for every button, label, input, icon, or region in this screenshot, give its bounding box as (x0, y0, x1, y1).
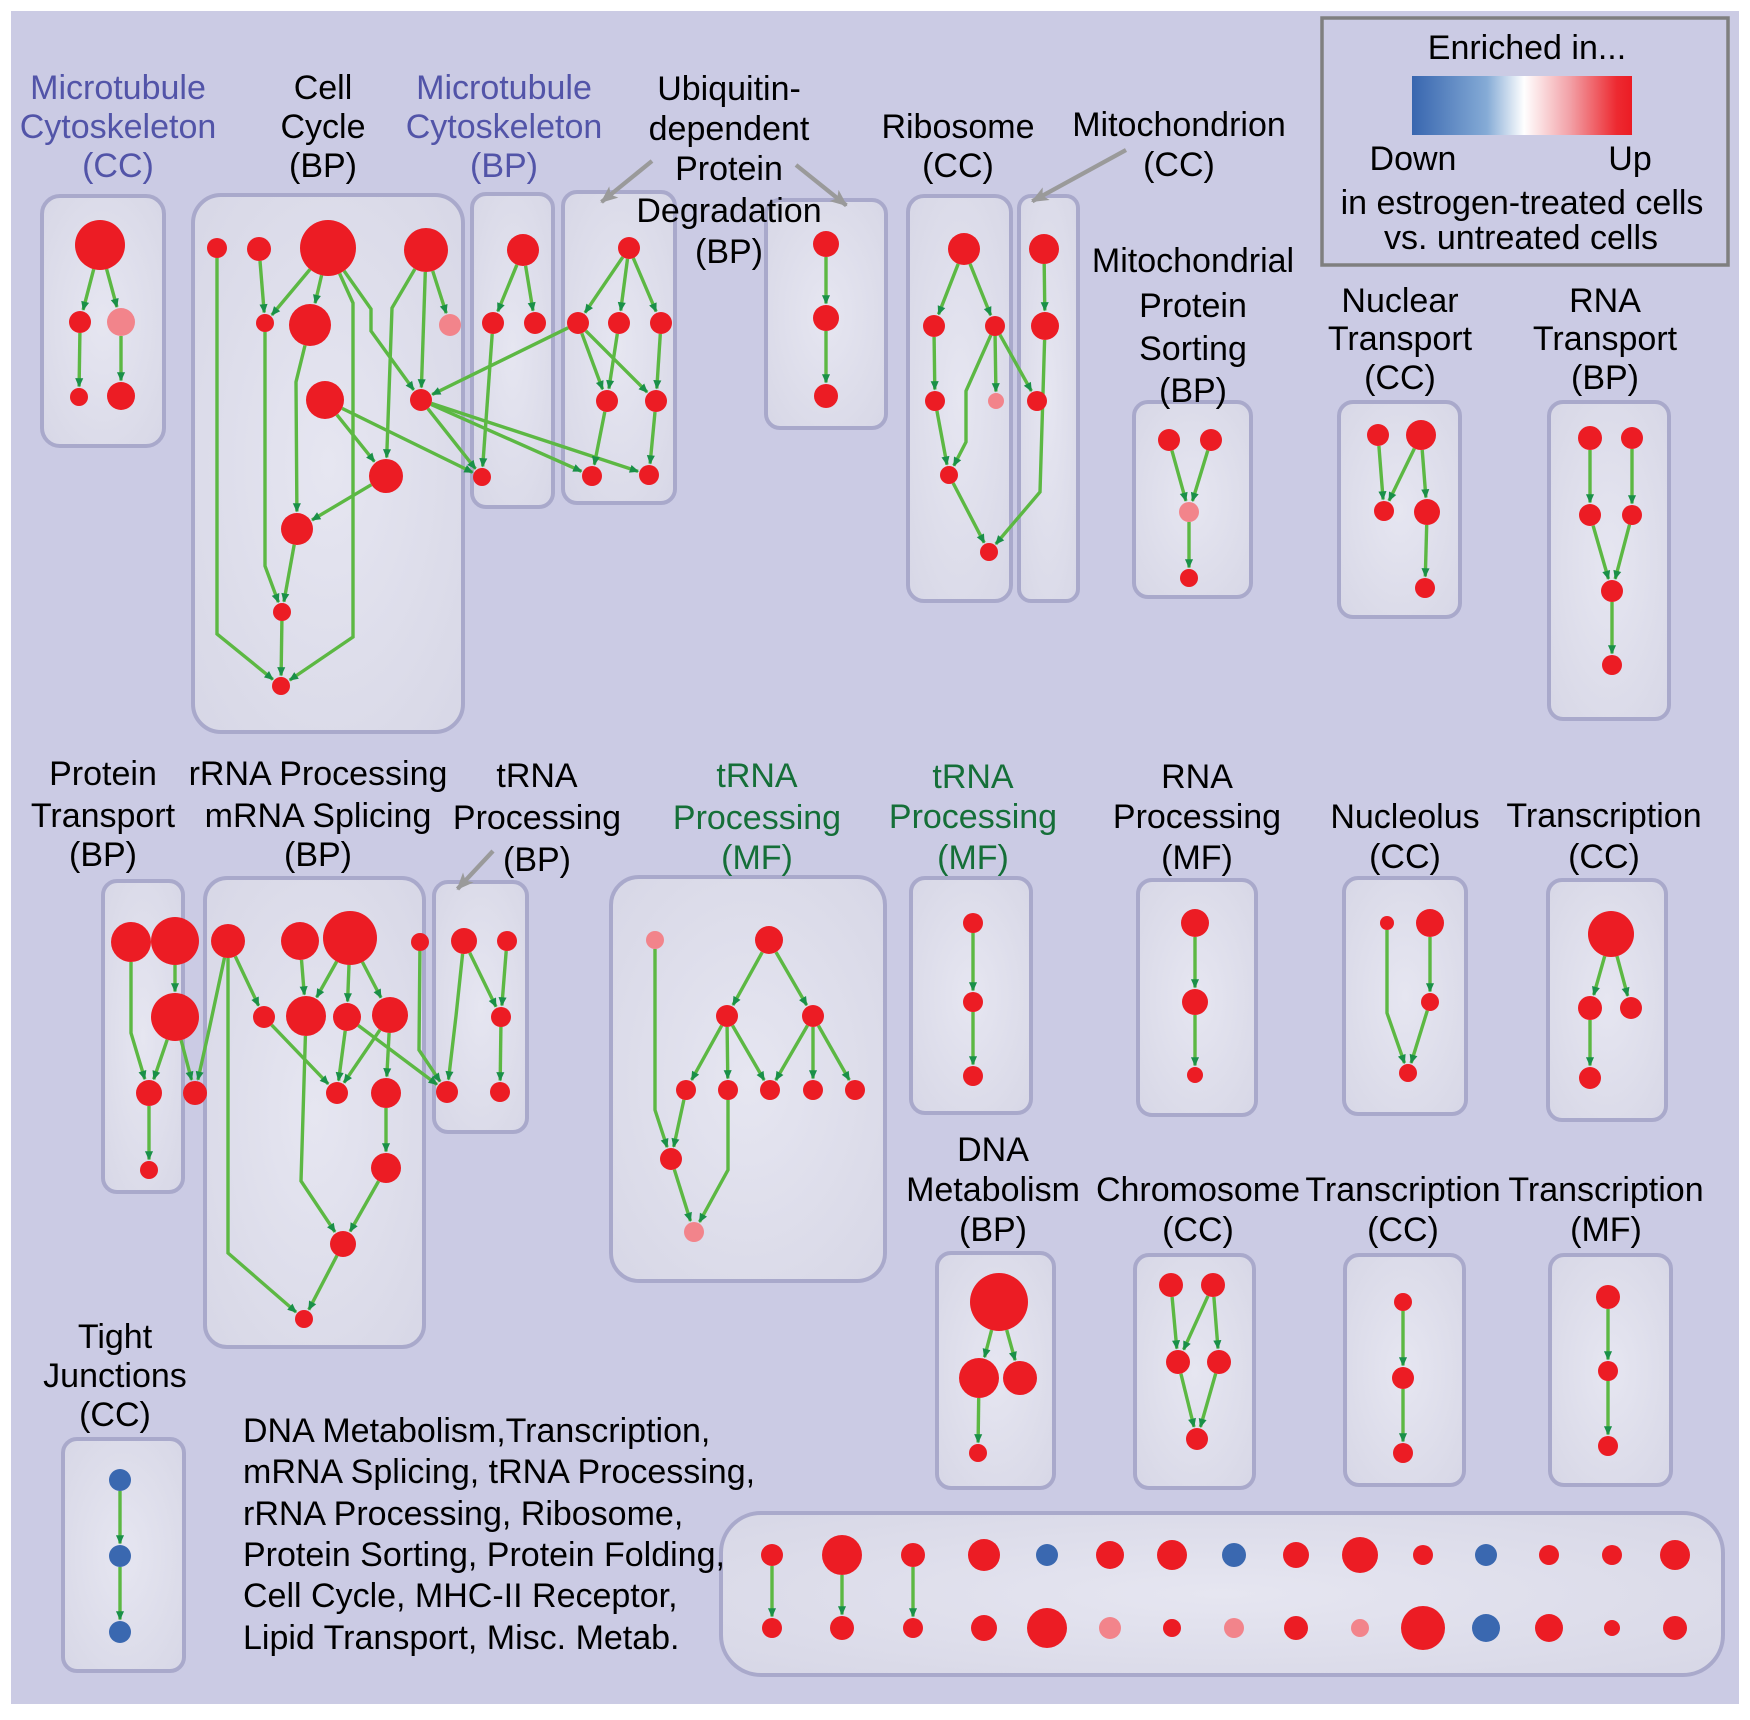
svg-text:Down: Down (1370, 140, 1457, 178)
svg-text:Sorting: Sorting (1139, 330, 1247, 368)
svg-text:Cell: Cell (294, 69, 353, 107)
svg-text:(MF): (MF) (1161, 839, 1233, 877)
svg-text:dependent: dependent (649, 110, 810, 148)
svg-text:tRNA: tRNA (496, 757, 578, 795)
svg-text:(CC): (CC) (82, 147, 154, 185)
svg-text:(BP): (BP) (959, 1211, 1027, 1249)
svg-text:(BP): (BP) (1159, 372, 1227, 410)
svg-text:Metabolism: Metabolism (906, 1171, 1080, 1209)
svg-text:vs. untreated cells: vs. untreated cells (1384, 219, 1658, 257)
svg-text:Tight: Tight (78, 1318, 153, 1356)
svg-text:Transcription: Transcription (1506, 797, 1701, 835)
svg-text:Microtubule: Microtubule (416, 69, 592, 107)
svg-text:DNA: DNA (957, 1131, 1029, 1169)
svg-text:in estrogen-treated cells: in estrogen-treated cells (1341, 184, 1704, 222)
svg-text:(BP): (BP) (69, 836, 137, 874)
svg-text:Processing: Processing (1113, 798, 1281, 836)
svg-text:RNA: RNA (1161, 758, 1233, 796)
svg-text:Protein: Protein (1139, 287, 1247, 325)
svg-text:Lipid Transport, Misc. Metab.: Lipid Transport, Misc. Metab. (243, 1619, 680, 1657)
svg-text:(BP): (BP) (289, 147, 357, 185)
svg-text:Transcription: Transcription (1508, 1171, 1703, 1209)
svg-text:Cell Cycle, MHC-II Receptor,: Cell Cycle, MHC-II Receptor, (243, 1577, 678, 1615)
svg-text:(CC): (CC) (1364, 359, 1436, 397)
svg-text:Nuclear: Nuclear (1341, 282, 1458, 320)
svg-text:Mitochondrial: Mitochondrial (1092, 242, 1294, 280)
svg-text:rRNA Processing, Ribosome,: rRNA Processing, Ribosome, (243, 1495, 683, 1533)
svg-text:Junctions: Junctions (43, 1357, 187, 1395)
svg-text:(BP): (BP) (284, 836, 352, 874)
svg-text:(CC): (CC) (922, 147, 994, 185)
svg-text:rRNA Processing: rRNA Processing (189, 755, 448, 793)
svg-text:Protein: Protein (675, 150, 783, 188)
svg-text:Transport: Transport (1328, 320, 1473, 358)
svg-text:Enriched in...: Enriched in... (1428, 29, 1626, 67)
svg-text:(CC): (CC) (79, 1396, 151, 1434)
svg-text:Protein: Protein (49, 755, 157, 793)
svg-text:(CC): (CC) (1143, 146, 1215, 184)
svg-text:RNA: RNA (1569, 282, 1641, 320)
svg-text:(CC): (CC) (1369, 838, 1441, 876)
svg-text:mRNA Splicing: mRNA Splicing (205, 797, 432, 835)
svg-text:Cytoskeleton: Cytoskeleton (406, 108, 603, 146)
svg-text:(MF): (MF) (721, 839, 793, 877)
svg-text:Cytoskeleton: Cytoskeleton (20, 108, 217, 146)
svg-text:Transcription: Transcription (1305, 1171, 1500, 1209)
svg-text:(BP): (BP) (503, 841, 571, 879)
svg-text:(BP): (BP) (695, 233, 763, 271)
svg-text:Mitochondrion: Mitochondrion (1072, 106, 1286, 144)
svg-text:Cycle: Cycle (280, 108, 365, 146)
svg-text:(CC): (CC) (1367, 1211, 1439, 1249)
svg-text:Chromosome: Chromosome (1096, 1171, 1300, 1209)
svg-text:(CC): (CC) (1568, 838, 1640, 876)
svg-text:Processing: Processing (453, 799, 621, 837)
svg-text:Microtubule: Microtubule (30, 69, 206, 107)
svg-text:Transport: Transport (31, 797, 176, 835)
svg-text:Ribosome: Ribosome (881, 108, 1034, 146)
svg-text:mRNA Splicing, tRNA Processing: mRNA Splicing, tRNA Processing, (243, 1453, 755, 1491)
svg-text:DNA Metabolism,Transcription,: DNA Metabolism,Transcription, (243, 1412, 710, 1450)
svg-text:tRNA: tRNA (932, 758, 1014, 796)
svg-text:(MF): (MF) (1570, 1211, 1642, 1249)
svg-text:Ubiquitin-: Ubiquitin- (657, 70, 801, 108)
svg-text:Degradation: Degradation (636, 192, 821, 230)
svg-text:Protein Sorting, Protein Foldi: Protein Sorting, Protein Folding, (243, 1536, 725, 1574)
svg-text:tRNA: tRNA (716, 757, 798, 795)
svg-text:Processing: Processing (889, 798, 1057, 836)
svg-text:(BP): (BP) (470, 147, 538, 185)
svg-text:(MF): (MF) (937, 839, 1009, 877)
svg-text:(BP): (BP) (1571, 359, 1639, 397)
svg-text:(CC): (CC) (1162, 1211, 1234, 1249)
svg-text:Processing: Processing (673, 799, 841, 837)
svg-text:Nucleolus: Nucleolus (1330, 798, 1479, 836)
svg-text:Transport: Transport (1533, 320, 1678, 358)
svg-text:Up: Up (1608, 140, 1651, 178)
